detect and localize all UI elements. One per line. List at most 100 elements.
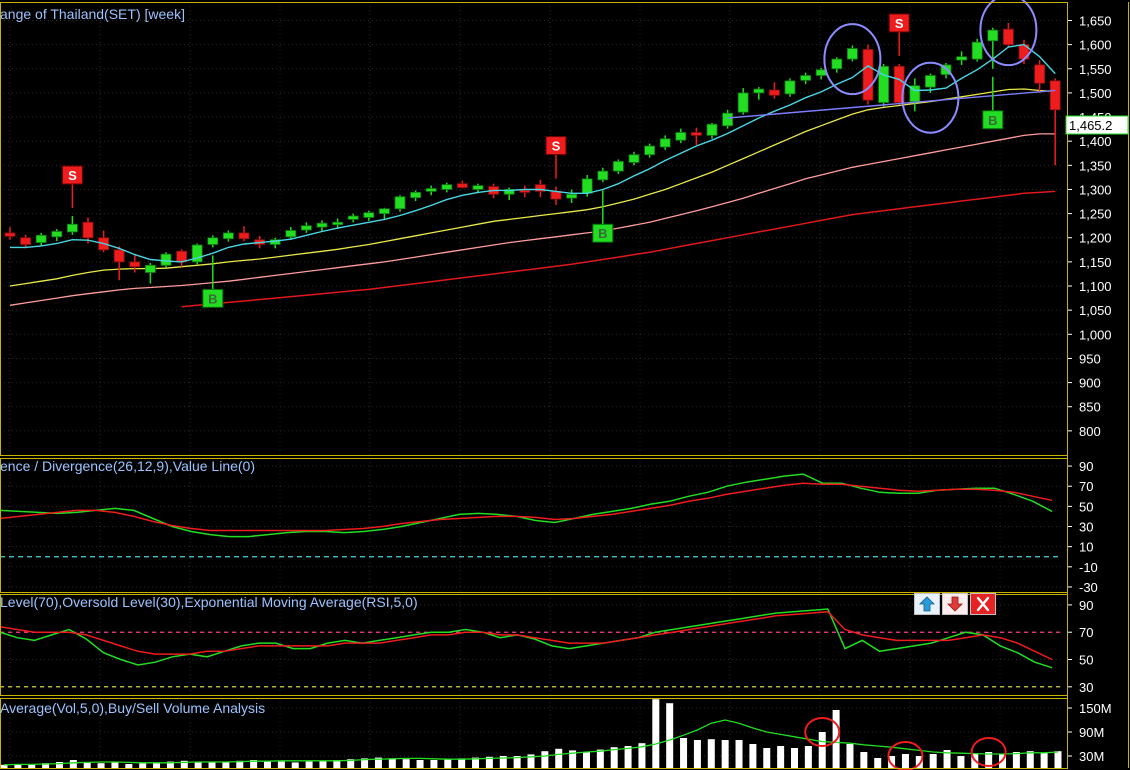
- volume-bar[interactable]: [277, 761, 285, 768]
- candle-down[interactable]: [1034, 64, 1045, 84]
- candle-up[interactable]: [285, 230, 297, 238]
- candle-up[interactable]: [644, 145, 655, 156]
- volume-bar[interactable]: [1054, 751, 1062, 768]
- candle-down[interactable]: [1003, 28, 1014, 46]
- candle-up[interactable]: [394, 196, 406, 210]
- volume-bar[interactable]: [0, 764, 8, 768]
- candle-down[interactable]: [519, 190, 531, 193]
- candle-up[interactable]: [784, 80, 796, 95]
- candle-up[interactable]: [363, 212, 375, 218]
- volume-bar[interactable]: [97, 763, 105, 768]
- volume-bar[interactable]: [707, 739, 715, 768]
- sell-signal-marker[interactable]: [61, 165, 83, 185]
- volume-bar[interactable]: [319, 760, 327, 768]
- volume-bar[interactable]: [194, 762, 202, 768]
- candle-up[interactable]: [441, 184, 453, 190]
- volume-bar[interactable]: [264, 760, 271, 768]
- volume-bar[interactable]: [652, 699, 660, 768]
- volume-bar[interactable]: [541, 751, 549, 768]
- candle-up[interactable]: [753, 88, 765, 94]
- candle-up[interactable]: [191, 244, 203, 263]
- candle-up[interactable]: [878, 65, 889, 103]
- candle-up[interactable]: [925, 75, 936, 88]
- candle-up[interactable]: [566, 193, 577, 199]
- volume-bar[interactable]: [305, 761, 313, 768]
- move-panel-down-button[interactable]: [942, 593, 968, 615]
- candle-up[interactable]: [144, 264, 156, 273]
- candle-up[interactable]: [847, 48, 858, 60]
- volume-bar[interactable]: [901, 754, 909, 768]
- volume-bar[interactable]: [333, 760, 341, 768]
- volume-bar[interactable]: [860, 752, 868, 768]
- volume-bar[interactable]: [638, 743, 646, 768]
- volume-bar[interactable]: [874, 758, 882, 768]
- candle-up[interactable]: [503, 189, 515, 195]
- volume-bar[interactable]: [693, 740, 701, 768]
- volume-bar[interactable]: [139, 763, 147, 768]
- volume-bar[interactable]: [596, 749, 604, 768]
- volume-bar[interactable]: [458, 758, 466, 768]
- volume-bar[interactable]: [69, 760, 77, 768]
- buy-signal-marker[interactable]: [592, 223, 614, 243]
- candle-down[interactable]: [1049, 80, 1061, 111]
- candle-up[interactable]: [987, 29, 999, 42]
- volume-bar[interactable]: [777, 746, 785, 768]
- candle-down[interactable]: [550, 190, 562, 200]
- volume-bar[interactable]: [791, 748, 798, 768]
- volume-bar[interactable]: [749, 744, 757, 768]
- volume-bar[interactable]: [624, 746, 632, 768]
- volume-bar[interactable]: [166, 761, 174, 768]
- candle-up[interactable]: [222, 232, 234, 240]
- volume-bar[interactable]: [943, 750, 951, 768]
- candle-down[interactable]: [4, 232, 16, 237]
- volume-bar[interactable]: [555, 748, 563, 768]
- candle-up[interactable]: [971, 41, 983, 60]
- volume-bar[interactable]: [291, 762, 299, 768]
- volume-bar[interactable]: [55, 762, 63, 768]
- candle-up[interactable]: [316, 222, 328, 228]
- candle-up[interactable]: [722, 112, 733, 127]
- volume-bar[interactable]: [582, 752, 590, 768]
- candle-up[interactable]: [472, 185, 484, 190]
- volume-bar[interactable]: [985, 752, 993, 768]
- candle-up[interactable]: [659, 138, 671, 148]
- volume-bar[interactable]: [666, 703, 674, 768]
- candle-down[interactable]: [456, 183, 468, 188]
- volume-bar[interactable]: [208, 762, 216, 768]
- volume-bar[interactable]: [804, 746, 812, 768]
- candle-up[interactable]: [160, 253, 172, 266]
- sell-signal-marker[interactable]: [545, 136, 567, 156]
- volume-bar[interactable]: [763, 748, 771, 768]
- candle-down[interactable]: [113, 249, 125, 263]
- candle-down[interactable]: [82, 221, 94, 239]
- candle-up[interactable]: [207, 237, 219, 245]
- candle-down[interactable]: [862, 49, 874, 101]
- volume-bar[interactable]: [111, 762, 119, 768]
- volume-bar[interactable]: [735, 740, 743, 768]
- candle-up[interactable]: [815, 69, 827, 76]
- volume-bar[interactable]: [1026, 751, 1034, 768]
- volume-bar[interactable]: [14, 764, 22, 768]
- volume-bar[interactable]: [818, 732, 826, 768]
- volume-bar[interactable]: [42, 763, 50, 768]
- volume-bar[interactable]: [721, 740, 729, 768]
- candle-down[interactable]: [238, 232, 250, 240]
- volume-bar[interactable]: [83, 762, 91, 768]
- price-panel[interactable]: S B S B S B: [4, 0, 1061, 308]
- volume-bar[interactable]: [499, 756, 507, 768]
- candle-up[interactable]: [581, 178, 593, 194]
- sell-signal-marker[interactable]: [888, 13, 910, 33]
- candle-up[interactable]: [347, 215, 359, 220]
- volume-bar[interactable]: [915, 756, 923, 768]
- volume-bar[interactable]: [1012, 752, 1020, 768]
- buy-signal-marker[interactable]: [982, 110, 1004, 130]
- candle-down[interactable]: [20, 237, 32, 245]
- volume-bar[interactable]: [388, 758, 396, 768]
- candle-up[interactable]: [956, 56, 967, 61]
- candle-down[interactable]: [129, 261, 141, 268]
- volume-bar[interactable]: [347, 759, 355, 768]
- candle-up[interactable]: [67, 223, 78, 233]
- volume-bar[interactable]: [846, 744, 854, 768]
- volume-bar[interactable]: [374, 757, 382, 768]
